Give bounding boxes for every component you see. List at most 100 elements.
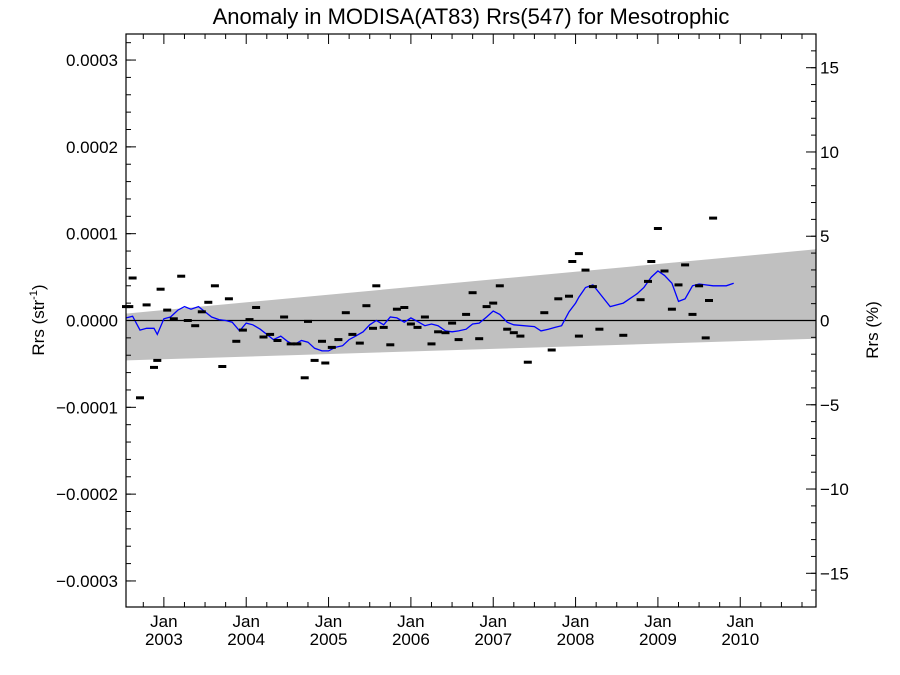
data-point [681, 263, 690, 267]
x-tick-label-month: Jan [727, 612, 754, 631]
data-point [441, 331, 450, 335]
data-point [647, 260, 656, 263]
y2-axis-label: Rrs (%) [863, 301, 882, 359]
data-point [327, 345, 336, 349]
data-point [568, 260, 577, 263]
y-axis-label-close: ) [29, 284, 48, 290]
data-point [156, 287, 165, 291]
data-point [475, 337, 484, 341]
data-point [218, 365, 227, 368]
y-axis-label: Rrs (str-1) [28, 284, 48, 355]
data-point [581, 268, 590, 272]
data-point [482, 305, 491, 309]
data-point [259, 335, 268, 339]
x-tick-label-month: Jan [562, 612, 589, 631]
data-point [523, 360, 532, 364]
data-point [420, 315, 429, 319]
data-point [705, 299, 713, 302]
data-point [150, 365, 158, 369]
x-tick-label-year: 2008 [557, 630, 595, 649]
y-tick-label: 0.0002 [66, 138, 118, 157]
data-point [252, 306, 261, 309]
x-tick-label-year: 2005 [310, 630, 348, 649]
data-point [434, 330, 443, 334]
svg-text:Rrs (str-1): Rrs (str-1) [28, 284, 48, 355]
data-point [169, 317, 178, 321]
trend-band [126, 249, 816, 361]
data-point [153, 358, 162, 362]
data-point [300, 376, 309, 380]
data-point [574, 334, 583, 338]
data-point [273, 339, 282, 342]
data-point [310, 358, 319, 362]
data-point [136, 396, 144, 400]
data-point [204, 300, 213, 304]
y2-tick-label: 5 [820, 227, 829, 246]
data-point [644, 279, 652, 283]
data-point [554, 297, 563, 301]
x-tick-label-year: 2009 [639, 630, 677, 649]
data-point [454, 338, 463, 342]
data-point [495, 284, 504, 288]
data-point [565, 294, 573, 298]
data-point [427, 342, 436, 346]
data-point [392, 307, 401, 311]
y-axis-label-main: Rrs (str [29, 300, 48, 356]
data-point [197, 310, 206, 314]
x-tick-label-month: Jan [233, 612, 260, 631]
data-point [321, 361, 330, 365]
y-tick-label: 0.0000 [66, 312, 118, 331]
data-point [128, 276, 137, 280]
data-point [372, 284, 381, 288]
data-point [406, 322, 415, 326]
data-point [379, 325, 388, 329]
data-point [238, 328, 247, 332]
data-point [503, 327, 512, 331]
data-point [341, 311, 350, 315]
data-point [369, 326, 377, 330]
x-tick-label-month: Jan [315, 612, 342, 631]
y-tick-label: −0.0001 [56, 398, 118, 417]
data-point [636, 298, 645, 302]
x-tick-label-year: 2007 [474, 630, 512, 649]
x-tick-label-year: 2010 [721, 630, 759, 649]
data-point [516, 334, 525, 338]
data-point [489, 301, 498, 305]
x-tick-label-month: Jan [150, 612, 177, 631]
data-point [210, 284, 219, 288]
data-point [245, 318, 254, 322]
data-point [183, 319, 192, 322]
data-point [177, 274, 186, 278]
data-point [509, 331, 518, 335]
data-point [362, 304, 371, 308]
x-tick-label-year: 2004 [227, 630, 265, 649]
data-point [540, 311, 549, 315]
data-point [547, 348, 556, 352]
data-point [619, 333, 628, 337]
data-point [125, 305, 134, 309]
y-tick-label: −0.0002 [56, 485, 118, 504]
data-point [355, 341, 364, 345]
y2-tick-label: −15 [820, 564, 849, 583]
data-point [574, 252, 583, 256]
data-point [348, 332, 357, 336]
x-tick-label-year: 2006 [392, 630, 430, 649]
data-point [304, 319, 312, 323]
x-tick-label-month: Jan [644, 612, 671, 631]
y2-tick-label: −10 [820, 480, 849, 499]
data-point [413, 325, 422, 329]
data-point [163, 308, 172, 312]
x-tick-label-month: Jan [397, 612, 424, 631]
x-tick-label-year: 2003 [145, 630, 183, 649]
y2-tick-label: −5 [820, 396, 839, 415]
x-tick-label-month: Jan [480, 612, 507, 631]
data-point [334, 338, 343, 342]
data-point [588, 285, 597, 289]
data-point [462, 312, 471, 316]
data-point [709, 216, 718, 220]
data-point [232, 339, 241, 343]
y-tick-label: −0.0003 [56, 572, 118, 591]
data-point [266, 332, 275, 336]
data-point [280, 315, 289, 319]
